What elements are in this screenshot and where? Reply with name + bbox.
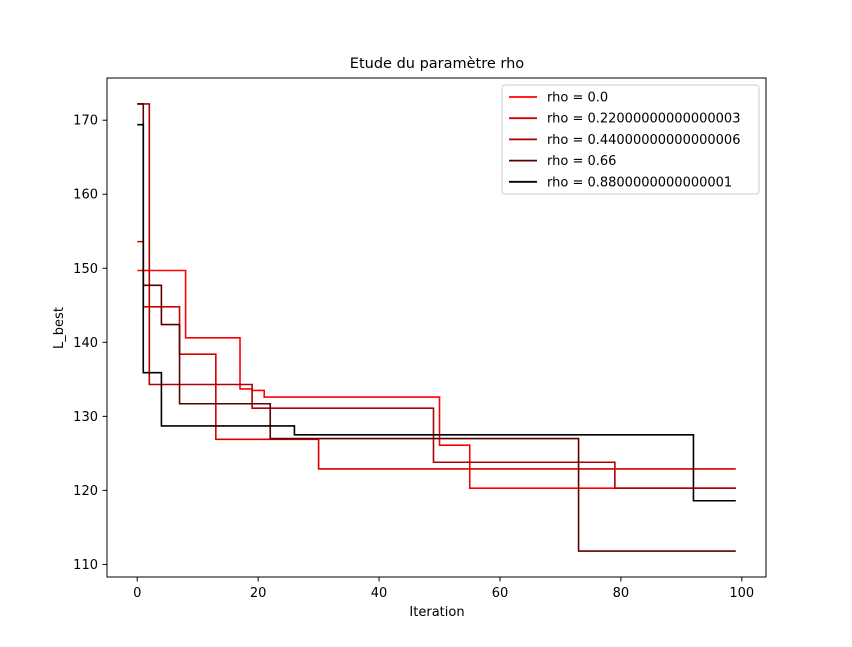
y-tick-label: 130 <box>73 410 98 425</box>
y-tick-label: 110 <box>73 558 98 573</box>
legend-label-4: rho = 0.66 <box>547 154 616 169</box>
legend-label-5: rho = 0.8800000000000001 <box>547 175 732 190</box>
chart-title: Etude du paramètre rho <box>350 56 525 72</box>
legend-box <box>501 84 760 195</box>
legend: rho = 0.0 rho = 0.22000000000000003 rho = … <box>501 84 760 195</box>
x-axis-label: Iteration <box>409 605 464 620</box>
series-line-3 <box>137 103 736 489</box>
legend-label-3: rho = 0.44000000000000006 <box>547 133 740 148</box>
y-tick-label: 140 <box>73 336 98 351</box>
plot-frame <box>106 77 767 578</box>
y-axis: 110 120 130 140 150 160 170 <box>73 114 107 573</box>
x-tick-label: 60 <box>492 586 509 601</box>
y-tick-label: 170 <box>73 114 98 129</box>
y-tick-label: 120 <box>73 484 98 499</box>
legend-label-1: rho = 0.0 <box>547 91 608 106</box>
x-tick-label: 0 <box>133 586 141 601</box>
x-axis: 0 20 40 60 80 100 <box>133 577 754 601</box>
y-tick-label: 150 <box>73 262 98 277</box>
y-axis-label: L_best <box>52 307 67 349</box>
x-tick-label: 20 <box>250 586 267 601</box>
series-line-5 <box>137 123 736 502</box>
series-line-1 <box>137 269 736 489</box>
x-tick-label: 100 <box>729 586 754 601</box>
legend-label-2: rho = 0.22000000000000003 <box>547 112 740 127</box>
y-tick-label: 160 <box>73 188 98 203</box>
x-tick-label: 40 <box>371 586 388 601</box>
plot-lines <box>137 103 736 552</box>
x-tick-label: 80 <box>613 586 630 601</box>
